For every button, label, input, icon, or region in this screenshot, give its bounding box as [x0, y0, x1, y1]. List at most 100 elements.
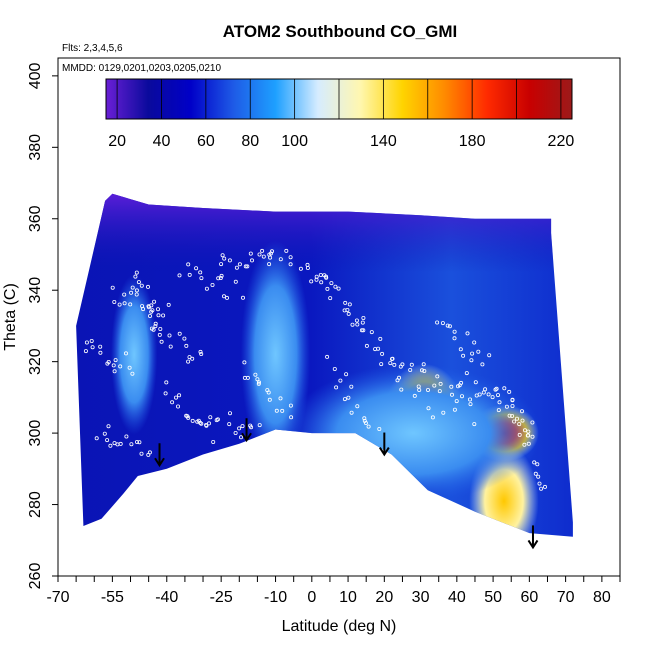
track-point-45 — [177, 273, 182, 278]
track-point-22 — [134, 292, 139, 297]
track-point-171 — [510, 397, 515, 402]
track-point-237 — [363, 420, 368, 425]
y-axis-title: Theta (C) — [2, 283, 19, 351]
track-point-96 — [328, 296, 333, 301]
track-point-249 — [150, 308, 155, 313]
track-point-76 — [267, 252, 272, 257]
track-point-275 — [215, 417, 220, 422]
track-point-257 — [515, 416, 520, 421]
track-point-15 — [112, 299, 117, 304]
track-point-107 — [354, 318, 359, 323]
track-point-12 — [118, 364, 123, 369]
track-point-58 — [233, 279, 238, 284]
track-point-279 — [240, 424, 245, 429]
track-point-141 — [437, 389, 442, 394]
track-point-139 — [432, 383, 437, 388]
track-point-120 — [378, 336, 383, 341]
track-point-299 — [487, 353, 492, 358]
track-point-238 — [366, 424, 371, 429]
track-point-29 — [166, 302, 171, 307]
track-point-197 — [170, 400, 175, 405]
track-point-103 — [355, 322, 360, 327]
track-point-35 — [168, 344, 173, 349]
track-point-258 — [517, 432, 522, 437]
track-point-190 — [137, 440, 142, 445]
track-point-46 — [187, 272, 192, 277]
track-point-250 — [147, 313, 152, 318]
x-tick-label--25: -25 — [210, 589, 233, 606]
track-point-297 — [480, 362, 485, 367]
track-point-158 — [483, 387, 488, 392]
y-tick-label-320: 320 — [27, 348, 44, 375]
track-point-152 — [457, 383, 462, 388]
track-point-54 — [219, 273, 224, 278]
y-tick-label-280: 280 — [27, 491, 44, 518]
track-point-63 — [227, 258, 232, 263]
track-point-248 — [146, 305, 151, 310]
track-point-104 — [360, 320, 365, 325]
track-point-64 — [237, 262, 242, 267]
track-point-37 — [177, 331, 182, 336]
track-point-82 — [298, 266, 303, 271]
track-point-42 — [190, 356, 195, 361]
track-point-19 — [122, 292, 127, 297]
track-point-285 — [435, 320, 440, 325]
track-point-84 — [305, 262, 310, 267]
track-point-242 — [134, 288, 139, 293]
track-point-161 — [497, 400, 502, 405]
track-point-189 — [129, 442, 134, 447]
track-point-157 — [481, 390, 486, 395]
track-point-101 — [350, 322, 355, 327]
track-point-251 — [149, 303, 154, 308]
track-point-115 — [380, 351, 385, 356]
track-point-227 — [338, 378, 343, 383]
track-point-234 — [355, 404, 360, 409]
track-point-255 — [512, 419, 517, 424]
track-point-4 — [98, 350, 103, 355]
track-point-91 — [318, 272, 323, 277]
track-point-118 — [395, 378, 400, 383]
track-point-293 — [461, 353, 466, 358]
track-point-47 — [186, 262, 191, 267]
track-point-126 — [409, 362, 414, 367]
track-point-114 — [379, 362, 384, 367]
track-point-172 — [507, 413, 512, 418]
track-point-138 — [435, 374, 440, 379]
track-point-95 — [333, 284, 338, 289]
track-point-3 — [89, 338, 94, 343]
track-point-260 — [525, 433, 530, 438]
x-tick-label-40: 40 — [448, 589, 466, 606]
track-point-239 — [377, 426, 382, 431]
track-point-13 — [130, 371, 135, 376]
y-tick-label-340: 340 — [27, 277, 44, 304]
flight-track-points — [83, 248, 548, 491]
track-point-106 — [347, 302, 352, 307]
track-point-10 — [112, 369, 117, 374]
track-point-223 — [289, 415, 294, 420]
x-tick-label-10: 10 — [339, 589, 357, 606]
track-point-125 — [398, 364, 403, 369]
track-point-267 — [537, 481, 542, 486]
arrow-1 — [241, 418, 252, 443]
track-point-228 — [334, 385, 339, 390]
arrow-2 — [378, 432, 390, 457]
track-point-244 — [136, 280, 141, 285]
y-axis: 260 280 300 320 340 360 380 400 — [27, 62, 58, 589]
track-point-25 — [152, 299, 157, 304]
track-point-210 — [242, 360, 247, 365]
track-point-198 — [177, 393, 182, 398]
track-point-7 — [106, 359, 111, 364]
track-point-229 — [344, 372, 349, 377]
track-point-40 — [186, 359, 191, 364]
track-point-93 — [324, 275, 329, 280]
track-point-169 — [507, 389, 512, 394]
track-point-110 — [369, 330, 374, 335]
track-point-290 — [458, 347, 463, 352]
track-point-268 — [539, 486, 544, 491]
heatmap-feature-3 — [110, 274, 158, 435]
track-point-236 — [362, 416, 367, 421]
track-point-159 — [490, 395, 495, 400]
x-axis: -70 -55 -40 -25 -10 0 10 20 30 40 50 60 70 80 — [46, 576, 621, 606]
track-point-105 — [343, 300, 348, 305]
